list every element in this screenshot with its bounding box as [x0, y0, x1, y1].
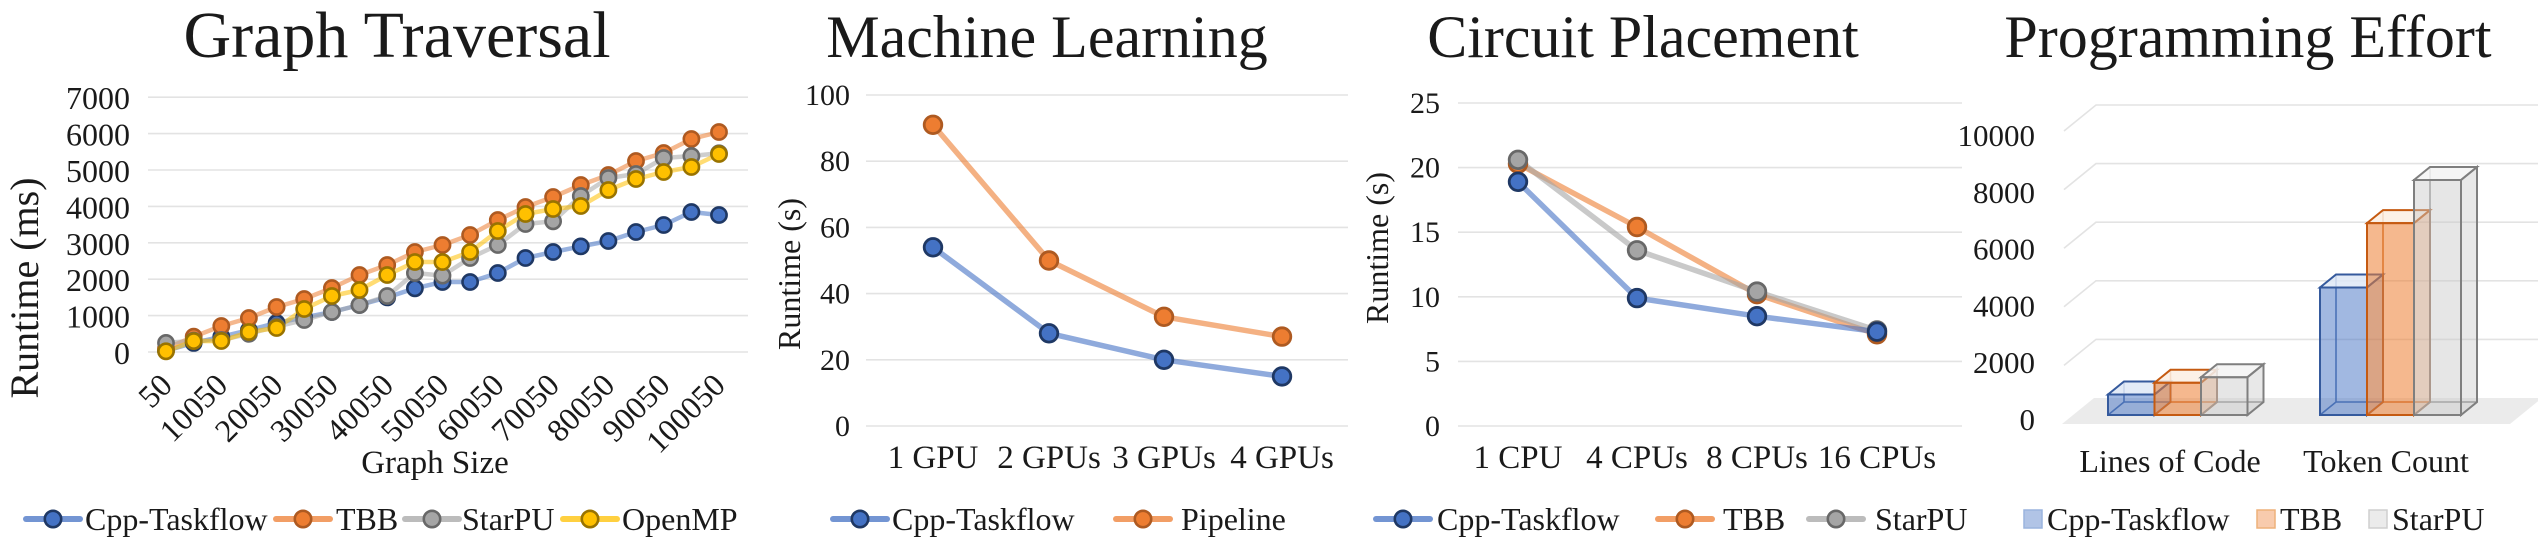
svg-text:16 CPUs: 16 CPUs [1818, 440, 1936, 476]
svg-text:2 GPUs: 2 GPUs [997, 440, 1101, 476]
svg-text:Cpp-Taskflow: Cpp-Taskflow [892, 501, 1075, 537]
svg-text:80: 80 [820, 145, 850, 178]
svg-text:10000: 10000 [1958, 118, 2036, 153]
svg-text:StarPU: StarPU [2392, 501, 2484, 537]
svg-text:0: 0 [1425, 410, 1440, 443]
svg-text:Lines of Code: Lines of Code [2079, 443, 2260, 479]
svg-text:1 CPU: 1 CPU [1474, 440, 1563, 476]
svg-text:15: 15 [1410, 216, 1440, 249]
svg-text:20: 20 [820, 344, 850, 377]
svg-text:60: 60 [820, 211, 850, 244]
svg-text:TBB: TBB [1723, 501, 1785, 537]
svg-text:1000: 1000 [66, 299, 130, 335]
svg-text:Graph Traversal: Graph Traversal [183, 0, 610, 72]
svg-text:7000: 7000 [66, 80, 130, 116]
svg-text:2000: 2000 [1973, 345, 2035, 380]
svg-text:8 CPUs: 8 CPUs [1706, 440, 1808, 476]
svg-text:2000: 2000 [66, 262, 130, 298]
svg-text:Runtime (ms): Runtime (ms) [2, 177, 47, 398]
svg-text:StarPU: StarPU [462, 501, 554, 537]
svg-text:8000: 8000 [1973, 175, 2035, 210]
svg-text:10: 10 [1410, 281, 1440, 314]
svg-text:Pipeline: Pipeline [1181, 501, 1286, 537]
svg-text:6000: 6000 [1973, 232, 2035, 267]
svg-text:Cpp-Taskflow: Cpp-Taskflow [2047, 501, 2230, 537]
svg-text:Circuit Placement: Circuit Placement [1427, 4, 1859, 70]
svg-text:4000: 4000 [66, 189, 130, 225]
svg-text:4 CPUs: 4 CPUs [1586, 440, 1688, 476]
svg-text:Runtime (s): Runtime (s) [771, 198, 807, 350]
svg-text:Machine Learning: Machine Learning [826, 4, 1267, 70]
svg-text:5: 5 [1425, 345, 1440, 378]
svg-text:100: 100 [805, 79, 850, 112]
svg-text:5000: 5000 [66, 153, 130, 189]
svg-text:0: 0 [2020, 402, 2036, 437]
svg-text:3000: 3000 [66, 226, 130, 262]
svg-text:20: 20 [1410, 152, 1440, 185]
svg-text:TBB: TBB [336, 501, 398, 537]
svg-text:StarPU: StarPU [1875, 501, 1967, 537]
svg-text:OpenMP: OpenMP [622, 501, 738, 537]
svg-text:4000: 4000 [1973, 288, 2035, 323]
svg-text:3 GPUs: 3 GPUs [1112, 440, 1216, 476]
svg-text:Programming Effort: Programming Effort [2004, 4, 2491, 70]
svg-text:1 GPU: 1 GPU [888, 440, 979, 476]
svg-text:TBB: TBB [2280, 501, 2342, 537]
svg-text:Token Count: Token Count [2303, 443, 2469, 479]
svg-text:Graph Size: Graph Size [361, 445, 509, 481]
svg-text:Cpp-Taskflow: Cpp-Taskflow [85, 501, 268, 537]
svg-text:Runtime (s): Runtime (s) [1359, 172, 1395, 324]
svg-text:Cpp-Taskflow: Cpp-Taskflow [1437, 501, 1620, 537]
svg-text:40: 40 [820, 278, 850, 311]
svg-text:25: 25 [1410, 87, 1440, 120]
svg-text:4 GPUs: 4 GPUs [1230, 440, 1334, 476]
svg-text:0: 0 [114, 335, 130, 371]
svg-text:0: 0 [835, 410, 850, 443]
svg-text:6000: 6000 [66, 117, 130, 153]
